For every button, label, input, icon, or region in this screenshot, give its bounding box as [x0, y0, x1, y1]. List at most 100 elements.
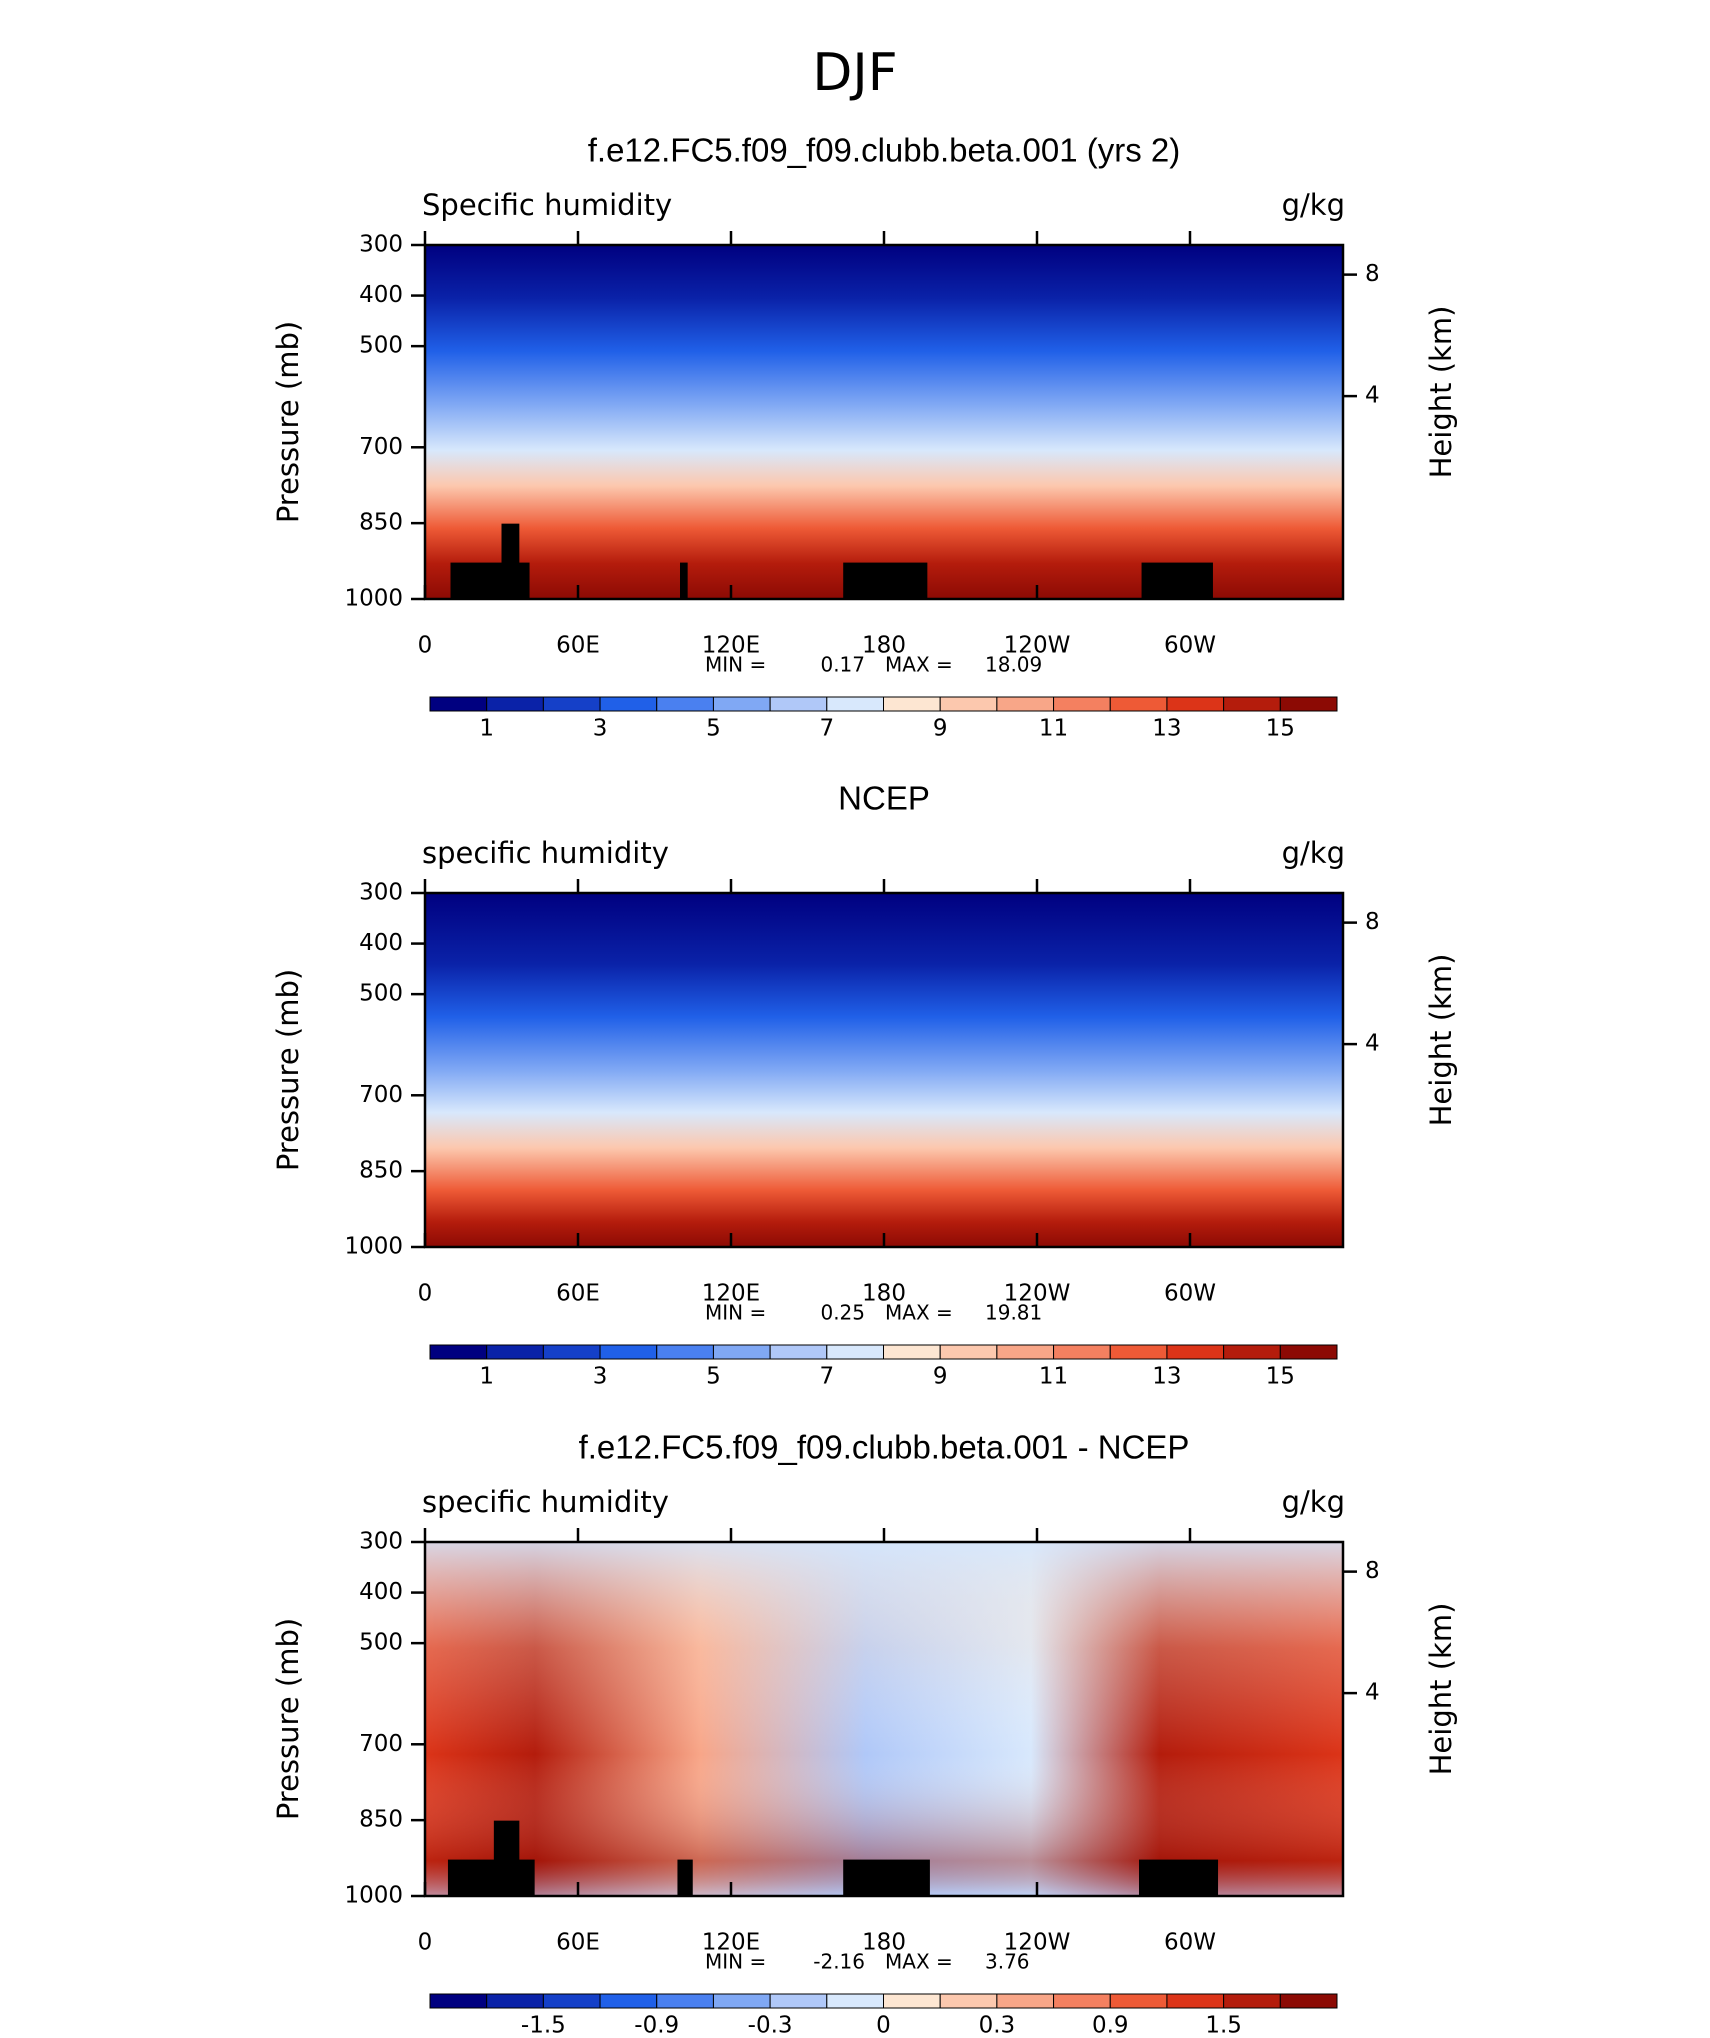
x-tick-label: 60W — [1164, 633, 1216, 659]
colorbar-label: 13 — [1152, 1364, 1181, 1390]
y-tick-label: 850 — [359, 1807, 403, 1833]
min-label: MIN = — [705, 1950, 766, 1974]
max-label: MAX = — [885, 1301, 953, 1325]
x-tick-label: 60W — [1164, 1930, 1216, 1956]
colorbar-box — [599, 696, 658, 712]
topography — [447, 1859, 535, 1896]
max-value: 18.09 — [985, 653, 1042, 677]
min-value: 0.25 — [820, 1301, 865, 1325]
colorbar-label: -0.9 — [634, 2013, 679, 2038]
colorbar-label: 11 — [1039, 1364, 1068, 1390]
topography — [1141, 562, 1213, 599]
y-tick-label: 300 — [359, 1529, 403, 1555]
colorbar-box — [1109, 1344, 1168, 1360]
y-tick-label: 500 — [359, 981, 403, 1007]
colorbar-box — [656, 696, 714, 712]
right-string: g/kg — [1282, 836, 1345, 870]
colorbar-box — [542, 1993, 601, 2009]
colorbar-box — [1109, 1993, 1168, 2009]
x-tick-label: 180 — [862, 1930, 906, 1956]
y-tick-label: 700 — [359, 1082, 403, 1108]
y2-tick-label: 8 — [1365, 1558, 1380, 1584]
y-axis-title: Pressure (mb) — [271, 969, 305, 1171]
x-tick-label: 120W — [1004, 633, 1071, 659]
max-value: 19.81 — [985, 1301, 1042, 1325]
colorbar-label: 7 — [819, 716, 834, 742]
colorbar-label: 5 — [706, 1364, 721, 1390]
colorbar-box — [486, 1344, 544, 1360]
colorbar-label: 0.3 — [979, 2013, 1016, 2038]
x-tick-label: 120W — [1004, 1930, 1071, 1956]
y-tick-label: 500 — [359, 1630, 403, 1656]
colorbar-label: 11 — [1039, 716, 1068, 742]
colorbar-box — [826, 696, 884, 712]
colorbar-box — [939, 1993, 998, 2009]
min-label: MIN = — [705, 653, 766, 677]
y-tick-label: 400 — [359, 1579, 403, 1605]
colorbar-label: 1.5 — [1205, 2013, 1242, 2038]
colorbar-box — [883, 1344, 941, 1360]
colorbar-box — [542, 1344, 601, 1360]
y2-axis-title: Height (km) — [1424, 954, 1458, 1127]
topography — [501, 523, 520, 599]
contour-field — [425, 1542, 1343, 1896]
y2-tick-label: 8 — [1365, 909, 1380, 935]
topography — [677, 1859, 693, 1896]
colorbar-box — [486, 1993, 544, 2009]
y-tick-label: 1000 — [344, 1883, 403, 1909]
colorbar-box — [1053, 1993, 1111, 2009]
y-axis-title: Pressure (mb) — [271, 321, 305, 523]
colorbar-label: 13 — [1152, 716, 1181, 742]
colorbar-box — [712, 1344, 771, 1360]
panel: f.e12.FC5.f09_f09.clubb.beta.001 - NCEP s… — [271, 1429, 1458, 2038]
x-tick-label: 0 — [418, 1281, 433, 1307]
right-string: g/kg — [1282, 188, 1345, 222]
colorbar-box — [429, 1993, 488, 2009]
colorbar-box — [1223, 1993, 1281, 2009]
x-tick-label: 180 — [862, 1281, 906, 1307]
colorbar-label: 9 — [933, 1364, 948, 1390]
x-tick-label: 60E — [556, 1281, 600, 1307]
topography — [843, 1859, 930, 1896]
colorbar-box — [712, 1993, 771, 2009]
left-string: Specific humidity — [422, 188, 672, 222]
y-tick-label: 700 — [359, 1731, 403, 1757]
y2-tick-label: 4 — [1365, 383, 1380, 409]
colorbar-box — [542, 696, 601, 712]
colorbar-label: 7 — [819, 1364, 834, 1390]
colorbar-box — [486, 696, 544, 712]
x-tick-label: 60W — [1164, 1281, 1216, 1307]
colorbar-box — [1053, 696, 1111, 712]
min-value: -2.16 — [813, 1950, 865, 1974]
colorbar-box — [883, 1993, 941, 2009]
colorbar-box — [939, 696, 998, 712]
colorbar-box — [1223, 696, 1281, 712]
y-tick-label: 300 — [359, 232, 403, 258]
x-tick-label: 60E — [556, 633, 600, 659]
y-tick-label: 1000 — [344, 1234, 403, 1260]
topography — [843, 562, 928, 599]
colorbar-box — [599, 1344, 658, 1360]
max-value: 3.76 — [985, 1950, 1030, 1974]
colorbar-label: 9 — [933, 716, 948, 742]
x-tick-label: 120E — [702, 1281, 760, 1307]
colorbar-box — [1166, 696, 1225, 712]
colorbar-box — [1166, 1344, 1225, 1360]
y2-axis-title: Height (km) — [1424, 306, 1458, 479]
topography — [680, 562, 688, 599]
contour-field — [425, 893, 1343, 1247]
panel-title: NCEP — [838, 780, 930, 817]
min-value: 0.17 — [820, 653, 865, 677]
colorbar-box — [769, 1993, 828, 2009]
y-tick-label: 400 — [359, 282, 403, 308]
y-axis-title: Pressure (mb) — [271, 1618, 305, 1820]
y-tick-label: 400 — [359, 930, 403, 956]
colorbar-box — [996, 696, 1055, 712]
x-tick-label: 180 — [862, 633, 906, 659]
colorbar-label: -1.5 — [521, 2013, 566, 2038]
y2-tick-label: 8 — [1365, 261, 1380, 287]
colorbar-label: 3 — [593, 1364, 608, 1390]
left-string: specific humidity — [422, 1485, 669, 1519]
colorbar-box — [826, 1993, 884, 2009]
